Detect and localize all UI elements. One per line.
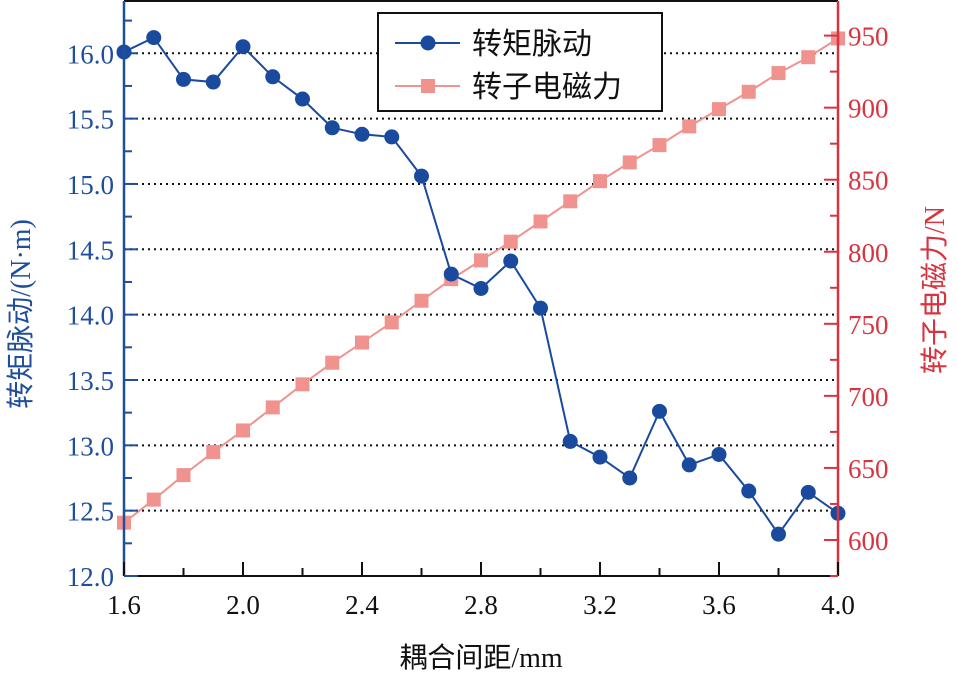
data-point-square — [414, 293, 429, 308]
data-point-square — [771, 66, 786, 81]
data-point-circle — [324, 120, 340, 136]
data-point-square — [236, 423, 250, 438]
left-y-tick-label: 13.0 — [67, 431, 114, 461]
data-point-circle — [295, 91, 310, 107]
x-tick-label: 3.6 — [702, 590, 736, 620]
left-y-tick-label: 14.5 — [67, 235, 114, 265]
legend-box — [377, 12, 663, 112]
right-y-tick-label: 600 — [848, 526, 889, 556]
data-point-square — [474, 253, 488, 268]
data-point-circle — [503, 253, 519, 269]
data-point-circle — [741, 483, 757, 499]
data-point-circle — [176, 71, 191, 87]
data-point-square — [176, 468, 191, 483]
x-tick-label: 2.0 — [226, 590, 260, 620]
series-torque-ripple — [116, 30, 846, 542]
legend-label: 转子电磁力 — [472, 71, 622, 104]
gridlines — [124, 52, 838, 512]
data-point-circle — [533, 300, 548, 316]
left-y-tick-label: 14.0 — [67, 301, 114, 331]
data-point-square — [652, 138, 667, 153]
data-point-square — [533, 214, 548, 229]
legend-marker-square — [421, 79, 435, 93]
right-y-tick-label: 650 — [848, 454, 889, 484]
data-point-circle — [652, 403, 667, 419]
x-axis-title: 耦合间距/mm — [399, 642, 563, 673]
data-point-circle — [354, 126, 370, 142]
right-y-tick-label: 900 — [848, 94, 889, 124]
data-point-square — [682, 119, 697, 134]
data-point-circle — [384, 129, 400, 145]
data-point-square — [593, 174, 607, 189]
data-point-circle — [205, 74, 221, 90]
x-tick-label: 2.4 — [345, 590, 379, 620]
left-y-tick-label: 16.0 — [67, 39, 114, 69]
x-tick-label: 3.2 — [583, 590, 617, 620]
data-point-circle — [681, 457, 697, 473]
data-point-square — [325, 355, 340, 370]
data-point-circle — [473, 281, 489, 296]
x-tick-label: 4.0 — [821, 590, 855, 620]
data-point-square — [355, 335, 369, 350]
left-y-tick-label: 12.0 — [67, 562, 114, 592]
left-y-tick-label: 13.5 — [67, 366, 114, 396]
left-y-axis-title: 转矩脉动/(N·m) — [5, 219, 37, 409]
data-point-circle — [771, 526, 786, 542]
data-point-circle — [622, 470, 638, 486]
data-point-square — [622, 155, 637, 170]
right-y-tick-label: 700 — [848, 382, 889, 412]
data-point-square — [206, 445, 221, 460]
legend-label: 转矩脉动 — [472, 28, 592, 61]
right-y-axis-title: 转子电磁力/N — [919, 206, 951, 374]
left-y-tick-label: 15.0 — [67, 170, 114, 200]
data-point-circle — [711, 446, 727, 462]
data-point-circle — [562, 433, 578, 449]
right-y-tick-label: 800 — [848, 238, 889, 268]
data-point-circle — [414, 168, 429, 184]
data-point-square — [295, 377, 310, 392]
data-point-square — [712, 102, 726, 117]
data-point-circle — [443, 266, 459, 282]
left-y-tick-label: 15.5 — [67, 105, 114, 135]
right-y-tick-label: 750 — [848, 310, 889, 340]
data-point-circle — [800, 484, 816, 500]
legend-marker-circle — [420, 35, 436, 51]
left-y-tick-label: 12.5 — [67, 497, 114, 527]
data-point-square — [563, 194, 578, 209]
data-point-circle — [146, 30, 162, 46]
data-point-square — [384, 315, 399, 330]
x-tick-label: 1.6 — [107, 590, 141, 620]
data-point-square — [801, 50, 816, 65]
axes: 1.6 2.0 2.4 2.8 3.2 3.6 4.0 12.0 12.5 13.0 13.5 14.… — [67, 0, 889, 620]
data-point-circle — [235, 39, 251, 55]
data-point-square — [503, 234, 518, 249]
data-point-square — [146, 492, 161, 507]
data-point-circle — [265, 69, 281, 85]
data-point-square — [741, 84, 756, 99]
right-y-tick-label: 850 — [848, 166, 889, 196]
right-y-tick-label: 950 — [848, 22, 889, 52]
x-tick-label: 2.8 — [464, 590, 498, 620]
data-point-square — [265, 400, 280, 415]
data-point-circle — [592, 449, 608, 465]
